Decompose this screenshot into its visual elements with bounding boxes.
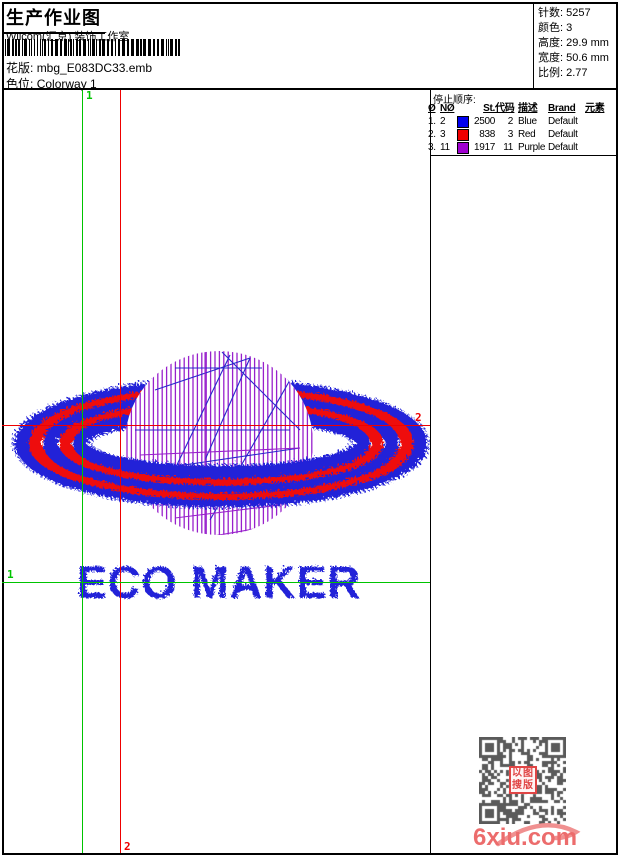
- colorway-row: 色位: Colorway 1: [6, 75, 97, 92]
- stat-ratio: 比例: 2.77: [538, 67, 588, 79]
- end-marker-right: 2: [415, 411, 422, 424]
- stop-sequence-title: 停止顺序:: [433, 95, 476, 106]
- start-point-vertical-line: [82, 90, 83, 853]
- col-seq: Ø: [428, 103, 436, 114]
- pattern-file-row: 花版: mbg_E083DC33.emb: [6, 59, 152, 76]
- pattern-label: 花版:: [6, 61, 34, 75]
- col-needle: NØ: [440, 103, 455, 114]
- end-point-horizontal-line: [2, 425, 430, 426]
- barcode: [5, 39, 186, 56]
- stat-width: 宽度: 50.6 mm: [538, 52, 609, 64]
- right-column-divider: [430, 90, 431, 853]
- watermark-swoosh: [495, 823, 581, 847]
- company-name: Wilcom(汇京) 装饰工作室: [6, 31, 130, 43]
- stat-stitches: 针数: 5257: [538, 7, 591, 19]
- stat-colors: 颜色: 3: [538, 22, 573, 34]
- colorway-label: 色位:: [6, 77, 34, 91]
- col-code: 代码: [495, 103, 515, 114]
- stat-height: 高度: 29.9 mm: [538, 37, 609, 49]
- start-marker-left: 1: [7, 568, 14, 581]
- stop-table-separator: [431, 155, 617, 156]
- start-marker-top: 1: [86, 89, 93, 102]
- design-text: ECO MAKER: [75, 555, 359, 606]
- qr-center-seal: 以图 搜版: [509, 766, 537, 794]
- col-stitches: St.: [483, 103, 495, 114]
- page-title: 生产作业图: [4, 3, 105, 34]
- stop-table-row: 1. 2 2500 2 Blue Default: [428, 116, 578, 128]
- info-panel-divider: [533, 2, 534, 88]
- colorway-value: Colorway 1: [36, 77, 97, 91]
- col-element: 元素: [585, 103, 605, 114]
- watermark-text: 6xiu.com: [473, 824, 578, 851]
- thread-swatch-purple: [457, 142, 469, 154]
- start-point-horizontal-line: [2, 582, 430, 583]
- col-brand: Brand: [548, 103, 576, 114]
- thread-swatch-red: [457, 129, 469, 141]
- col-description: 描述: [518, 103, 538, 114]
- stop-table-header: Ø NØ St. 代码 描述 Brand 元素: [428, 102, 618, 115]
- end-marker-bottom: 2: [124, 840, 131, 853]
- pattern-value: mbg_E083DC33.emb: [36, 61, 153, 75]
- design-stats-panel: 针数: 5257 颜色: 3 高度: 29.9 mm 宽度: 50.6 mm 比…: [538, 6, 609, 81]
- thread-swatch-blue: [457, 116, 469, 128]
- end-point-vertical-line: [120, 90, 121, 853]
- header-separator: [2, 88, 618, 90]
- stop-table-row: 2. 3 838 3 Red Default: [428, 129, 578, 141]
- col-swatch: [457, 102, 473, 115]
- stop-table-row: 3. 11 1917 11 Purple Default: [428, 142, 578, 154]
